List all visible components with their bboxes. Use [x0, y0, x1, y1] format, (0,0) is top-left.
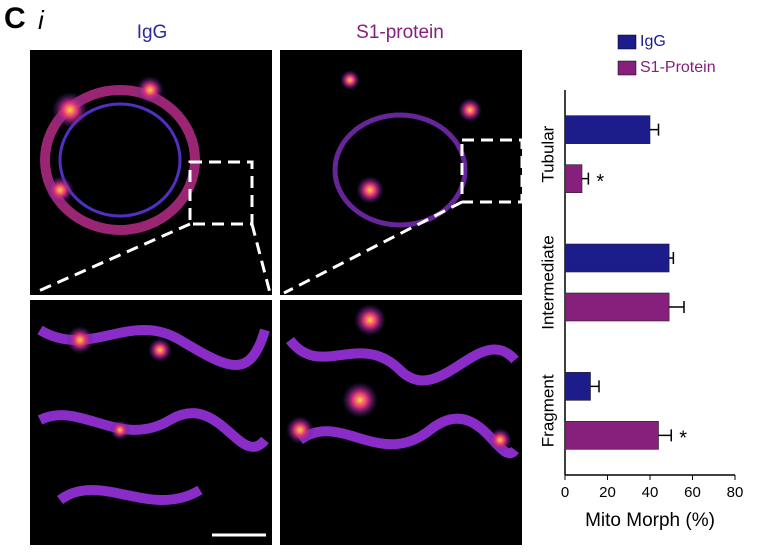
error-bar	[669, 301, 685, 313]
error-bar	[650, 123, 660, 136]
bar	[564, 164, 583, 193]
panel-label: C	[4, 2, 26, 35]
legend-swatch	[617, 60, 637, 76]
x-tick-label: 0	[561, 484, 569, 501]
legend-label: IgG	[640, 33, 666, 50]
significance-mark: *	[679, 428, 687, 450]
legend-label: S1-Protein	[640, 59, 716, 76]
x-tick-label: 80	[727, 484, 744, 501]
bar	[564, 421, 659, 450]
error-bar	[590, 380, 600, 393]
image-panel	[280, 50, 522, 295]
x-tick-label: 20	[599, 484, 616, 501]
x-axis-label: Mito Morph (%)	[585, 510, 715, 531]
bar	[564, 292, 670, 322]
x-tick-label: 40	[642, 484, 659, 501]
column-title: IgG	[137, 22, 168, 43]
category-label: Tubular	[538, 125, 557, 182]
category-label: Fragment	[538, 374, 557, 447]
category-label: Intermediate	[538, 235, 557, 330]
bar	[564, 243, 670, 273]
error-bar	[582, 172, 590, 185]
bar	[564, 115, 651, 144]
image-panel	[280, 300, 522, 545]
x-tick-label: 60	[684, 484, 701, 501]
significance-mark: *	[596, 171, 604, 193]
bar	[564, 372, 591, 401]
error-bar	[658, 429, 672, 442]
error-bar	[669, 252, 675, 264]
legend-swatch	[617, 34, 637, 50]
column-title: S1-protein	[356, 22, 444, 43]
micrographs	[30, 50, 524, 545]
sub-label: i	[38, 5, 45, 35]
